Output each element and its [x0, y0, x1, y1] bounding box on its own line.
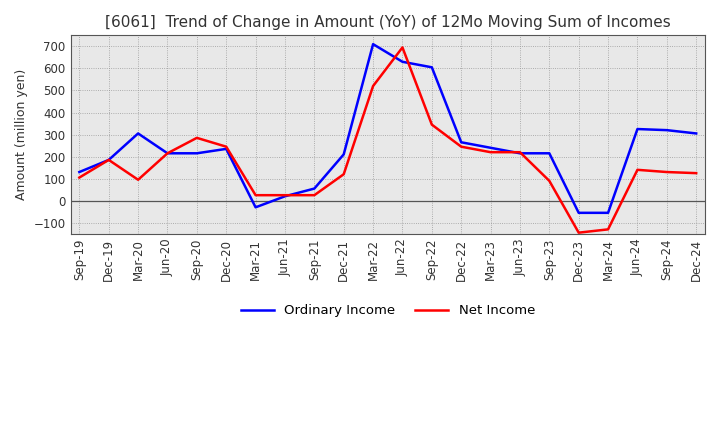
Title: [6061]  Trend of Change in Amount (YoY) of 12Mo Moving Sum of Incomes: [6061] Trend of Change in Amount (YoY) o… — [105, 15, 670, 30]
Ordinary Income — [398, 59, 407, 64]
Net Income — [516, 150, 524, 155]
Ordinary Income — [575, 210, 583, 216]
Legend: Ordinary Income, Net Income: Ordinary Income, Net Income — [235, 299, 540, 323]
Net Income — [222, 144, 230, 149]
Net Income — [575, 230, 583, 235]
Net Income — [163, 150, 172, 156]
Net Income — [633, 167, 642, 172]
Ordinary Income — [457, 139, 466, 145]
Ordinary Income — [163, 150, 172, 156]
Ordinary Income — [251, 205, 260, 210]
Net Income — [310, 193, 319, 198]
Net Income — [134, 177, 143, 183]
Net Income — [339, 172, 348, 177]
Ordinary Income — [662, 128, 671, 133]
Ordinary Income — [369, 41, 377, 47]
Ordinary Income — [428, 65, 436, 70]
Net Income — [486, 150, 495, 155]
Net Income — [192, 135, 201, 140]
Ordinary Income — [545, 150, 554, 156]
Ordinary Income — [75, 169, 84, 175]
Ordinary Income — [222, 146, 230, 151]
Ordinary Income — [604, 210, 613, 216]
Net Income — [428, 122, 436, 127]
Net Income — [692, 170, 701, 176]
Y-axis label: Amount (million yen): Amount (million yen) — [15, 69, 28, 200]
Net Income — [281, 193, 289, 198]
Ordinary Income — [339, 152, 348, 157]
Net Income — [251, 193, 260, 198]
Net Income — [104, 157, 113, 162]
Net Income — [398, 45, 407, 50]
Ordinary Income — [134, 131, 143, 136]
Ordinary Income — [281, 194, 289, 199]
Net Income — [75, 175, 84, 180]
Net Income — [662, 169, 671, 175]
Ordinary Income — [310, 186, 319, 191]
Net Income — [369, 84, 377, 89]
Line: Ordinary Income: Ordinary Income — [79, 44, 696, 213]
Net Income — [604, 227, 613, 232]
Line: Net Income: Net Income — [79, 48, 696, 233]
Ordinary Income — [516, 150, 524, 156]
Ordinary Income — [486, 145, 495, 150]
Ordinary Income — [192, 150, 201, 156]
Net Income — [457, 144, 466, 149]
Net Income — [545, 178, 554, 183]
Ordinary Income — [104, 157, 113, 162]
Ordinary Income — [633, 126, 642, 132]
Ordinary Income — [692, 131, 701, 136]
